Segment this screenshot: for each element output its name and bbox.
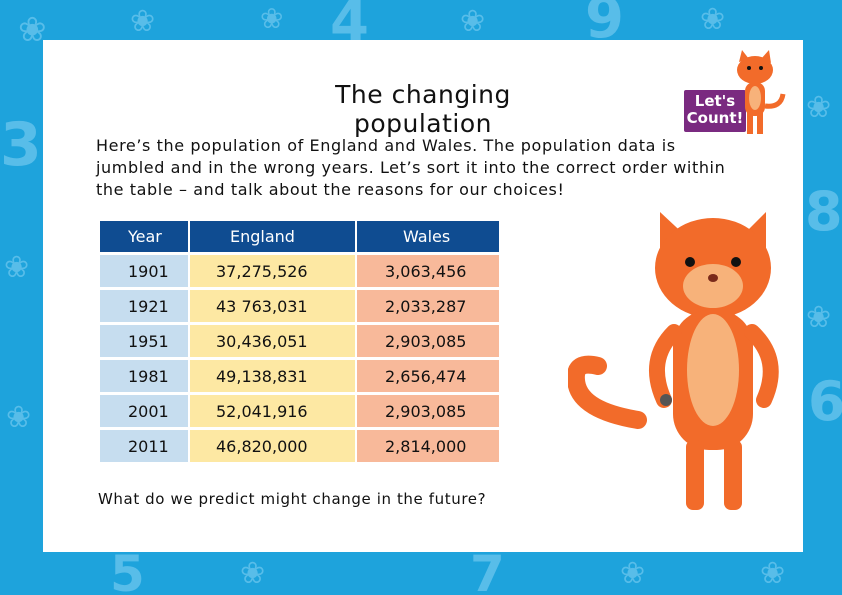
paw-print-icon: ❀ <box>6 400 32 435</box>
table-row: 1951 30,436,051 2,903,085 <box>100 325 499 357</box>
table-header-row: Year England Wales <box>100 221 499 252</box>
worksheet-card: The changing population Let's Count! Her… <box>43 40 803 552</box>
cell-wales: 3,063,456 <box>357 255 499 287</box>
paw-print-icon: ❀ <box>130 4 156 39</box>
cell-england: 37,275,526 <box>190 255 355 287</box>
header-england: England <box>190 221 355 252</box>
paw-print-icon: ❀ <box>620 556 646 591</box>
cell-year: 2001 <box>100 395 188 427</box>
cell-year: 1981 <box>100 360 188 392</box>
header-year: Year <box>100 221 188 252</box>
page-title: The changing population <box>335 80 511 138</box>
paw-print-icon: ❀ <box>260 2 284 35</box>
population-table: Year England Wales 1901 37,275,526 3,063… <box>98 218 501 465</box>
cell-year: 2011 <box>100 430 188 462</box>
small-cat-icon <box>737 50 786 134</box>
logo-line-2: Count! <box>686 109 744 127</box>
cell-year: 1901 <box>100 255 188 287</box>
number-decoration-icon: 6 <box>808 370 842 433</box>
cell-year: 1921 <box>100 290 188 322</box>
paw-print-icon: ❀ <box>4 250 30 285</box>
cell-wales: 2,033,287 <box>357 290 499 322</box>
number-decoration-icon: 3 <box>0 110 42 180</box>
paw-print-icon: ❀ <box>700 2 726 37</box>
number-decoration-icon: 7 <box>470 545 505 595</box>
cat-mascot-icon <box>568 212 779 510</box>
paw-print-icon: ❀ <box>240 556 266 591</box>
number-decoration-icon: 8 <box>805 180 842 243</box>
cell-wales: 2,903,085 <box>357 395 499 427</box>
cell-england: 52,041,916 <box>190 395 355 427</box>
cell-wales: 2,814,000 <box>357 430 499 462</box>
cell-england: 49,138,831 <box>190 360 355 392</box>
header-wales: Wales <box>357 221 499 252</box>
logo-line-1: Let's <box>694 92 736 110</box>
cell-wales: 2,656,474 <box>357 360 499 392</box>
cell-wales: 2,903,085 <box>357 325 499 357</box>
question-text: What do we predict might change in the f… <box>98 490 487 508</box>
paw-print-icon: ❀ <box>760 556 786 591</box>
cell-england: 30,436,051 <box>190 325 355 357</box>
intro-text: Here’s the population of England and Wal… <box>96 136 726 199</box>
paw-print-icon: ❀ <box>806 300 832 335</box>
lets-count-logo: Let's Count! <box>684 90 746 132</box>
table-row: 1901 37,275,526 3,063,456 <box>100 255 499 287</box>
cell-england: 43 763,031 <box>190 290 355 322</box>
cell-england: 46,820,000 <box>190 430 355 462</box>
paw-print-icon: ❀ <box>806 90 832 125</box>
table-row: 2001 52,041,916 2,903,085 <box>100 395 499 427</box>
cell-year: 1951 <box>100 325 188 357</box>
table-row: 2011 46,820,000 2,814,000 <box>100 430 499 462</box>
table-row: 1921 43 763,031 2,033,287 <box>100 290 499 322</box>
number-decoration-icon: 5 <box>110 545 145 595</box>
paw-print-icon: ❀ <box>460 4 486 39</box>
paw-print-icon: ❀ <box>18 10 47 50</box>
table-row: 1981 49,138,831 2,656,474 <box>100 360 499 392</box>
